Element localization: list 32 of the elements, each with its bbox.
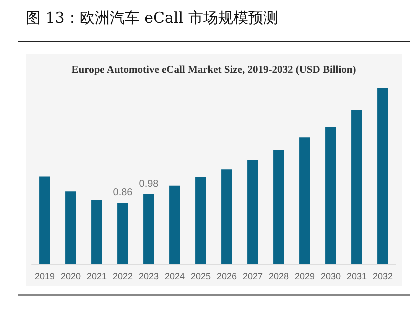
bar [274,150,284,264]
x-tick-label: 2020 [60,272,82,282]
bar [196,177,206,264]
bar [92,200,102,264]
x-tick-label: 2025 [190,272,212,282]
x-tick-label: 2022 [112,272,134,282]
x-tick-label: 2027 [242,272,264,282]
chart-title: 图 13：欧洲汽车 eCall 市场规模预测 [26,9,278,28]
bar [300,138,310,264]
bar [170,186,180,264]
x-tick-label: 2024 [164,272,186,282]
bar [144,194,154,264]
bar [222,170,232,264]
bar [378,88,388,264]
x-tick-label: 2032 [372,272,394,282]
x-tick-label: 2023 [138,272,160,282]
x-tick-label: 2026 [216,272,238,282]
bar [326,127,336,264]
x-tick-label: 2021 [86,272,108,282]
chart-subtitle: Europe Automotive eCall Market Size, 2019-2032 (USD Billion) [72,65,357,76]
bar [66,192,76,264]
data-label: 0.98 [139,178,160,190]
data-label: 0.86 [113,187,134,198]
bar [40,176,50,264]
x-tick-label: 2031 [346,272,368,282]
x-tick-label: 2029 [294,272,316,282]
bar [248,160,258,264]
bar [352,110,362,264]
x-tick-label: 2019 [34,272,56,282]
x-tick-label: 2028 [268,272,290,282]
x-tick-label: 2030 [320,272,342,282]
bar [118,202,128,264]
